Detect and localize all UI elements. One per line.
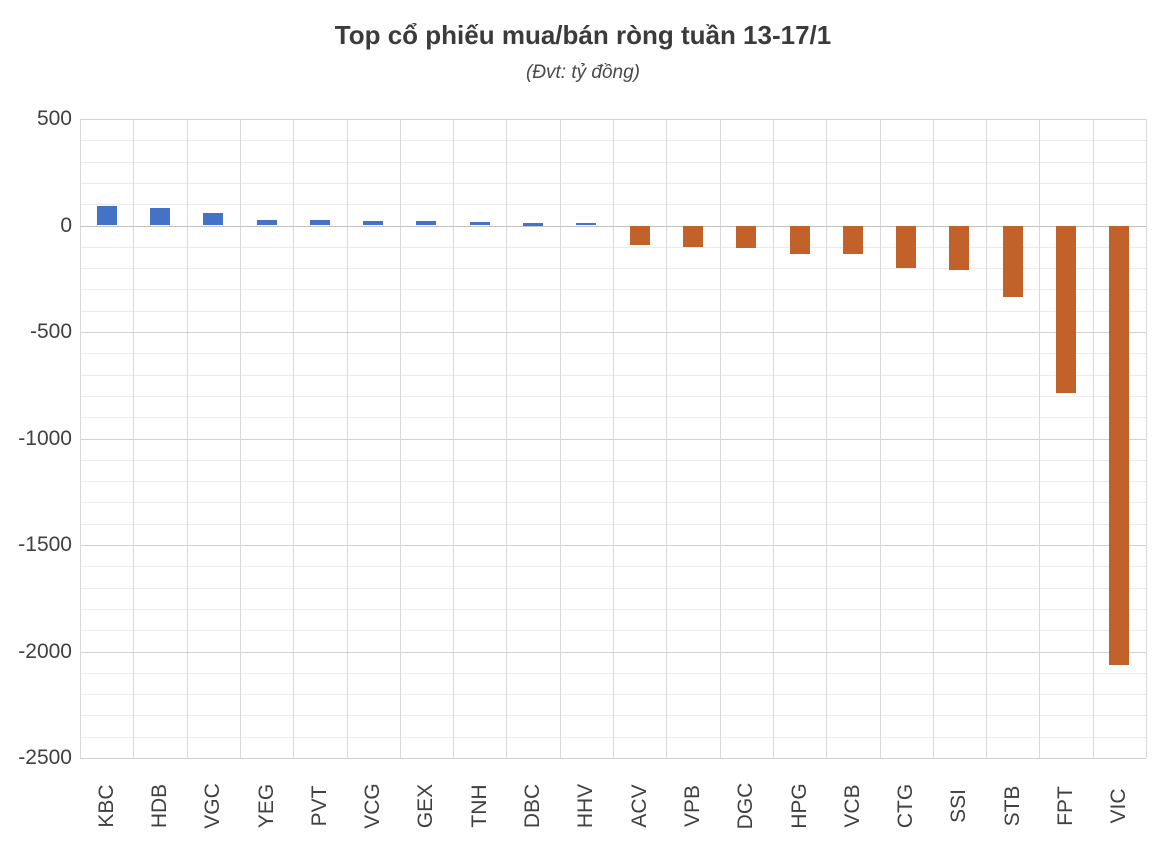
- x-category-label-dbc: DBC: [521, 783, 544, 829]
- bar-ssi: [949, 225, 970, 270]
- gridline-major: [80, 119, 1146, 120]
- y-tick-label: 500: [36, 107, 72, 130]
- x-category-label-vcb: VCB: [840, 784, 864, 828]
- bar-ctg: [896, 225, 917, 269]
- x-category-label-hpg: HPG: [787, 783, 811, 829]
- gridline-major: [80, 651, 1146, 653]
- bar-gex: [416, 221, 437, 226]
- bar-acv: [629, 225, 650, 245]
- bar-vgc: [203, 213, 224, 226]
- x-category-label-vcg: VCG: [361, 783, 385, 829]
- y-tick-label: 0: [60, 213, 72, 237]
- gridline-major: [80, 438, 1146, 440]
- bar-hhv: [576, 222, 597, 226]
- x-category-label-stb: STB: [1000, 785, 1024, 827]
- x-category-label-yeg: YEG: [254, 783, 278, 829]
- bar-dgc: [736, 225, 757, 248]
- x-category-label-hhv: HHV: [574, 783, 598, 829]
- bar-vic: [1109, 225, 1130, 666]
- x-category-label-fpt: FPT: [1054, 786, 1077, 826]
- x-category-label-dgc: DGC: [734, 782, 758, 830]
- y-tick-label: -2000: [18, 639, 72, 663]
- bar-stb: [1002, 225, 1023, 297]
- x-category-label-kbc: KBC: [94, 784, 118, 828]
- bar-hdb: [149, 207, 170, 226]
- bar-vpb: [682, 225, 703, 247]
- y-tick-label: -500: [29, 320, 72, 343]
- bar-tnh: [469, 221, 490, 226]
- x-category-label-vic: VIC: [1107, 788, 1131, 824]
- y-tick-label: -1500: [18, 533, 72, 556]
- x-category-label-pvt: PVT: [307, 785, 331, 827]
- y-tick-label: -2500: [18, 746, 72, 769]
- y-tick-label: -1000: [18, 426, 72, 450]
- gridline-major: [80, 332, 1146, 333]
- gridline-major: [80, 545, 1146, 546]
- x-category-label-acv: ACV: [627, 784, 651, 828]
- zero-axis-line: [80, 225, 1146, 227]
- chart-subtitle: (Đvt: tỷ đồng): [525, 62, 641, 83]
- bar-vcg: [363, 220, 384, 226]
- bar-dbc: [523, 222, 543, 226]
- chart-title: Top cổ phiếu mua/bán ròng tuần 13-17/1: [334, 20, 832, 50]
- x-category-label-hdb: HDB: [147, 783, 171, 829]
- gridline-vertical: [1146, 119, 1147, 758]
- bar-hpg: [789, 225, 810, 255]
- bar-fpt: [1056, 225, 1076, 393]
- bar-kbc: [96, 206, 117, 226]
- x-category-label-ssi: SSI: [947, 789, 971, 823]
- bar-yeg: [256, 219, 277, 226]
- bar-vcb: [842, 225, 863, 254]
- x-category-label-vgc: VGC: [201, 783, 225, 829]
- x-category-label-vpb: VPB: [680, 784, 704, 828]
- x-category-label-tnh: TNH: [467, 784, 491, 828]
- x-category-label-ctg: CTG: [894, 783, 918, 829]
- bar-pvt: [309, 220, 330, 226]
- x-category-label-gex: GEX: [414, 783, 438, 829]
- gridline-major: [80, 758, 1146, 759]
